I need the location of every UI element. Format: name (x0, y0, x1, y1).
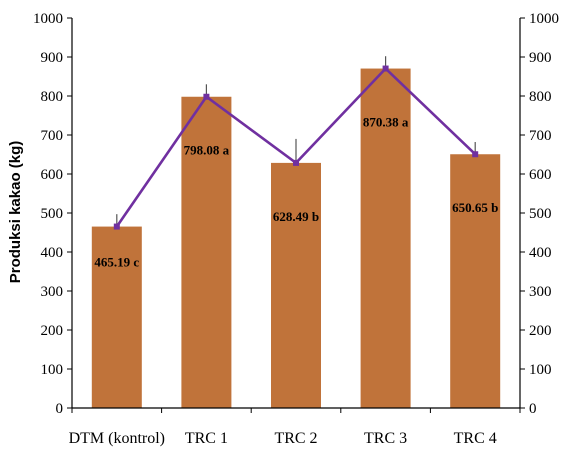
data-labels-layer: 465.19 c 798.08 a 628.49 b 870.38 a 650.65 b (94, 115, 498, 270)
x-tick-label-1: TRC 1 (185, 430, 228, 447)
y-tick-label-left: 1000 (33, 11, 63, 27)
bar-4 (450, 154, 501, 408)
line-point-1 (203, 93, 210, 100)
y-tick-label-right: 400 (529, 245, 552, 261)
bar-3 (360, 68, 411, 408)
y-tick-label-left: 200 (41, 323, 64, 339)
x-tick-label-4: TRC 4 (454, 430, 497, 447)
x-tick-label-2: TRC 2 (274, 430, 317, 447)
y-tick-label-left: 700 (41, 128, 64, 144)
y-tick-label-right: 800 (529, 89, 552, 105)
data-label-1: 798.08 a (184, 143, 230, 158)
y-tick-label-left: 800 (41, 89, 64, 105)
line-point-0 (113, 223, 120, 230)
y-tick-label-right: 900 (529, 50, 552, 66)
data-label-0: 465.19 c (94, 255, 139, 270)
y-axis-label: Produksi kakao (kg) (7, 141, 24, 284)
x-tick-label-0: DTM (kontrol) (69, 430, 165, 447)
data-label-4: 650.65 b (452, 200, 498, 215)
data-label-3: 870.38 a (363, 115, 409, 130)
bar-2 (271, 162, 321, 408)
y-tick-label-right: 600 (529, 167, 552, 183)
line-point-4 (472, 151, 479, 158)
bars-layer (91, 68, 501, 408)
y-tick-label-left: 900 (41, 50, 64, 66)
data-label-2: 628.49 b (273, 209, 319, 224)
y-tick-label-right: 700 (529, 128, 552, 144)
x-tick-label-3: TRC 3 (364, 430, 407, 447)
y-tick-label-right: 1000 (529, 11, 559, 27)
line-point-2 (293, 159, 299, 166)
bar-0 (91, 226, 142, 408)
y-tick-label-right: 300 (529, 284, 552, 300)
y-tick-label-left: 300 (41, 284, 64, 300)
y-tick-label-left: 0 (56, 401, 64, 417)
y-tick-label-left: 500 (41, 206, 64, 222)
y-tick-label-left: 100 (41, 362, 64, 378)
line-series-layer (113, 65, 479, 230)
y-tick-label-left: 600 (41, 167, 64, 183)
y-tick-label-right: 200 (529, 323, 552, 339)
line-point-3 (382, 65, 389, 72)
y-tick-label-right: 100 (529, 362, 552, 378)
axes-layer: 0 0 100 100 200 200 300 300 400 400 500 500 600 600 70… (33, 11, 559, 447)
y-tick-label-right: 0 (529, 401, 537, 417)
y-tick-label-left: 400 (41, 245, 64, 261)
y-tick-label-right: 500 (529, 206, 552, 222)
bar-1 (181, 96, 232, 408)
